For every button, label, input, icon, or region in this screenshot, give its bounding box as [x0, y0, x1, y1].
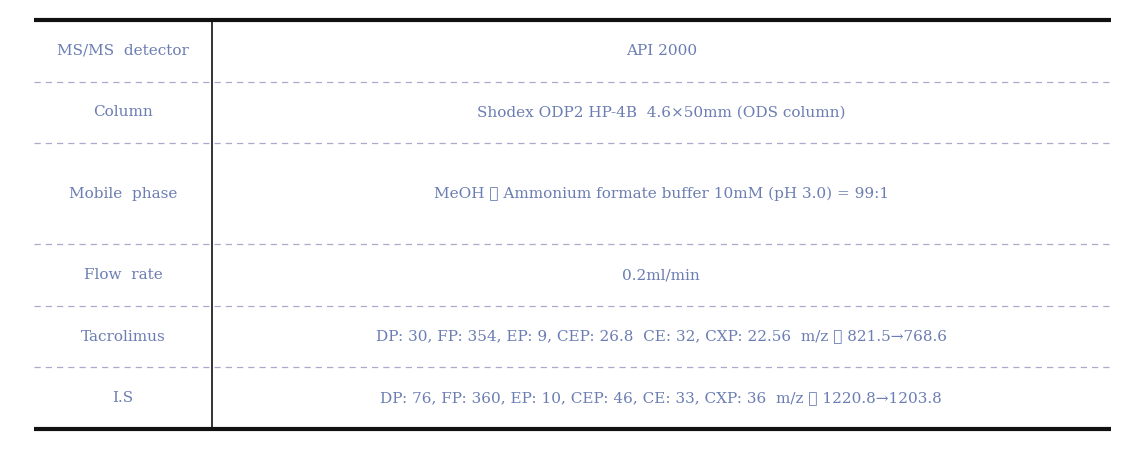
Text: Mobile  phase: Mobile phase: [69, 187, 177, 201]
Text: Flow  rate: Flow rate: [84, 268, 163, 282]
Text: MS/MS  detector: MS/MS detector: [57, 44, 189, 58]
Text: API 2000: API 2000: [625, 44, 697, 58]
Text: Tacrolimus: Tacrolimus: [80, 330, 166, 343]
Text: DP: 30, FP: 354, EP: 9, CEP: 26.8  CE: 32, CXP: 22.56  m/z ： 821.5→768.6: DP: 30, FP: 354, EP: 9, CEP: 26.8 CE: 32…: [376, 330, 947, 343]
Text: MeOH ： Ammonium formate buffer 10mM (pH 3.0) = 99:1: MeOH ： Ammonium formate buffer 10mM (pH …: [434, 187, 889, 201]
Text: DP: 76, FP: 360, EP: 10, CEP: 46, CE: 33, CXP: 36  m/z ： 1220.8→1203.8: DP: 76, FP: 360, EP: 10, CEP: 46, CE: 33…: [380, 391, 942, 405]
Text: 0.2ml/min: 0.2ml/min: [623, 268, 700, 282]
Text: Column: Column: [93, 106, 153, 119]
Text: Shodex ODP2 HP-4B  4.6×50mm (ODS column): Shodex ODP2 HP-4B 4.6×50mm (ODS column): [477, 106, 845, 119]
Text: I.S: I.S: [112, 391, 134, 405]
